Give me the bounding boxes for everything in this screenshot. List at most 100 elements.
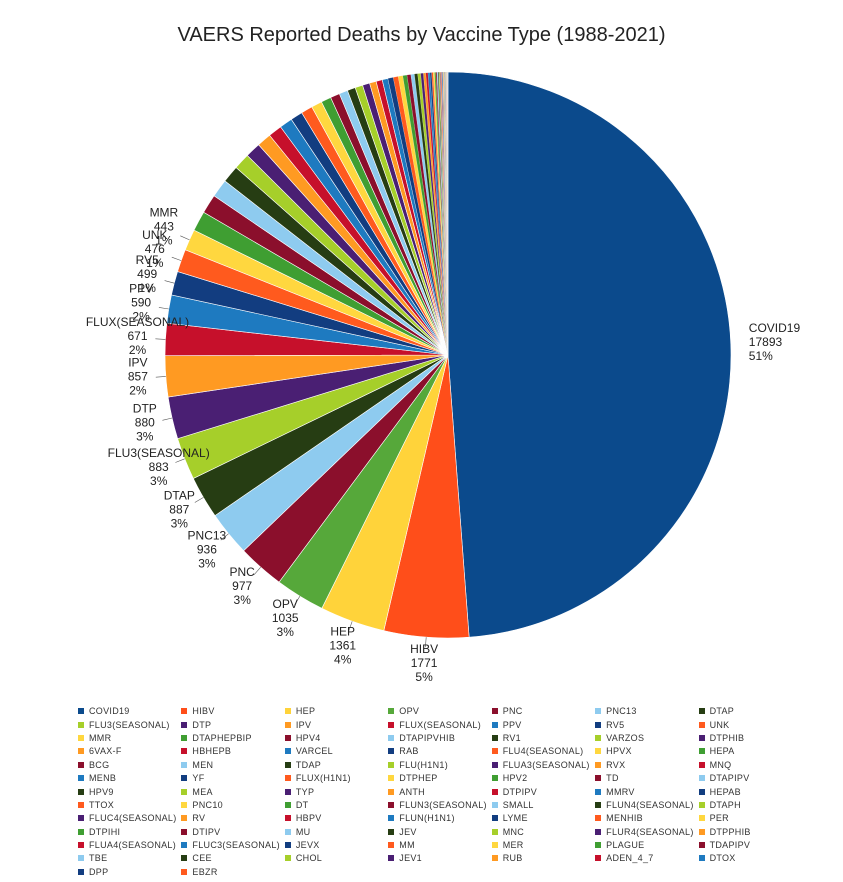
- legend-swatch: [78, 748, 84, 755]
- legend-label: FLU4(SEASONAL): [502, 746, 584, 757]
- legend-label: JEVX: [295, 840, 320, 851]
- legend-item-mea: MEA: [181, 785, 280, 797]
- legend-swatch: [78, 721, 84, 728]
- legend-swatch: [388, 708, 395, 715]
- legend-label: TD: [606, 773, 619, 784]
- legend-label: DPP: [89, 866, 109, 877]
- legend-label: MEN: [192, 759, 214, 770]
- legend-label: PER: [709, 813, 729, 824]
- legend-swatch: [388, 775, 395, 782]
- legend-item-6vax-f: 6VAX-F: [78, 745, 177, 757]
- legend-swatch: [78, 868, 84, 875]
- legend-swatch: [491, 828, 498, 835]
- slice-label-ipv: IPV 857 2%: [128, 356, 148, 398]
- legend-swatch: [284, 734, 291, 741]
- chart-title: VAERS Reported Deaths by Vaccine Type (1…: [177, 24, 666, 46]
- label-leader-line: [155, 376, 166, 378]
- legend-swatch: [491, 708, 498, 715]
- legend-item-yf: YF: [181, 772, 280, 784]
- legend-item-mer: MER: [491, 839, 591, 851]
- legend-swatch: [181, 734, 188, 741]
- legend-item-rvx: RVX: [595, 759, 694, 771]
- chart-legend: COVID19 HIBV HEP OPV PNC PNC13 DTAP FLU3(SEASON…: [78, 705, 798, 878]
- legend-label: DTPHEP: [399, 773, 438, 784]
- legend-label: DTAPHEPBIP: [192, 732, 252, 743]
- legend-swatch: [284, 761, 291, 768]
- legend-label: HEP: [295, 706, 316, 717]
- legend-label: HPV9: [89, 786, 114, 797]
- legend-item-hpv2: HPV2: [491, 772, 591, 784]
- legend-label: MER: [502, 840, 524, 851]
- legend-label: HIBV: [192, 706, 215, 717]
- legend-label: VARCEL: [295, 746, 333, 757]
- legend-label: 6VAX-F: [89, 746, 122, 757]
- legend-label: HBPV: [295, 813, 322, 824]
- legend-item-anth: ANTH: [388, 785, 487, 797]
- legend-swatch: [491, 801, 498, 808]
- legend-label: PNC13: [606, 706, 637, 717]
- legend-item-dtap: DTAP: [698, 705, 798, 717]
- legend-label: TTOX: [89, 799, 115, 810]
- legend-label: HPV4: [295, 732, 321, 743]
- legend-item-jev: JEV: [388, 826, 487, 838]
- legend-label: FLUX(H1N1): [295, 773, 351, 784]
- legend-swatch: [491, 842, 498, 849]
- legend-label: DTIPV: [192, 826, 221, 837]
- label-leader-line: [294, 595, 301, 605]
- legend-item-flun-h1n1: FLUN(H1N1): [388, 812, 487, 824]
- legend-label: VARZOS: [606, 732, 645, 743]
- legend-item-hpvx: HPVX: [595, 745, 694, 757]
- legend-label: MEA: [192, 786, 213, 797]
- legend-item-dtp: DTP: [181, 718, 280, 730]
- legend-swatch: [698, 815, 705, 822]
- legend-item-hep: HEP: [284, 705, 384, 717]
- legend-swatch: [284, 815, 291, 822]
- legend-label: FLUC4(SEASONAL): [89, 813, 177, 824]
- legend-label: LYME: [502, 813, 528, 824]
- legend-swatch: [78, 801, 84, 808]
- legend-label: DTAPIPV: [709, 773, 750, 784]
- legend-item-dtphep: DTPHEP: [388, 772, 487, 784]
- slice-label-dtap: DTAP 887 3%: [164, 489, 195, 531]
- slice-label-mmr: MMR 443 1%: [150, 206, 179, 248]
- legend-swatch: [78, 734, 84, 741]
- slice-label-opv: OPV 1035 3%: [272, 597, 299, 639]
- legend-label: COVID19: [89, 706, 130, 717]
- legend-label: HBHEPB: [192, 746, 232, 757]
- legend-item-typ: TYP: [284, 785, 384, 797]
- legend-swatch: [78, 788, 84, 795]
- label-leader-line: [155, 338, 166, 340]
- slice-label-unk: UNK 476 1%: [142, 228, 167, 270]
- legend-label: TDAPIPV: [709, 840, 751, 851]
- legend-label: RV5: [606, 719, 625, 730]
- legend-label: DTAP: [709, 706, 735, 717]
- legend-item-flua3-seasonal: FLUA3(SEASONAL): [491, 759, 591, 771]
- legend-swatch: [181, 842, 188, 849]
- legend-item-ebzr: EBZR: [181, 866, 280, 878]
- legend-swatch: [698, 708, 705, 715]
- legend-swatch: [698, 855, 705, 862]
- legend-label: HPVX: [606, 746, 632, 757]
- legend-label: FLUR4(SEASONAL): [606, 826, 694, 837]
- legend-item-rv1: RV1: [491, 732, 591, 744]
- pie-slice-covid19: [447, 71, 732, 638]
- legend-swatch: [698, 734, 705, 741]
- legend-swatch: [698, 721, 705, 728]
- legend-item-cee: CEE: [181, 852, 280, 864]
- legend-swatch: [595, 855, 602, 862]
- legend-item-plague: PLAGUE: [595, 839, 694, 851]
- legend-item-opv: OPV: [388, 705, 487, 717]
- legend-label: CHOL: [295, 853, 323, 864]
- legend-label: BCG: [89, 759, 110, 770]
- legend-item-flux-seasonal: FLUX(SEASONAL): [388, 718, 487, 730]
- legend-label: OPV: [399, 706, 420, 717]
- legend-item-dtipv: DTIPV: [181, 826, 280, 838]
- legend-swatch: [78, 855, 84, 862]
- legend-swatch: [595, 788, 602, 795]
- legend-label: UNK: [709, 719, 730, 730]
- legend-label: IPV: [295, 719, 312, 730]
- legend-swatch: [388, 734, 395, 741]
- legend-swatch: [595, 775, 602, 782]
- legend-label: DTPPHIB: [709, 826, 751, 837]
- legend-swatch: [181, 868, 188, 875]
